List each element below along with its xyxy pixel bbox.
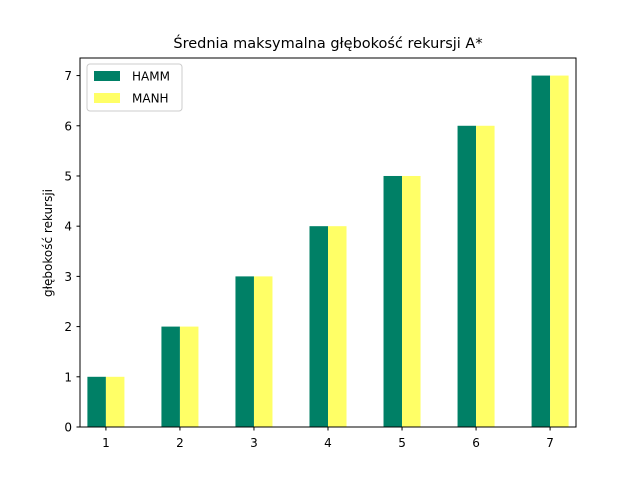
bar-hamm-1: [87, 376, 106, 427]
y-tick-label: 5: [64, 169, 72, 183]
bar-manh-2: [179, 326, 199, 427]
plot-frame: [79, 57, 577, 428]
bar-hamm-5: [383, 175, 403, 427]
bar-hamm-4: [309, 226, 328, 427]
x-tick-label: 4: [324, 436, 332, 450]
bar-hamm-7: [531, 75, 551, 428]
x-axis-ticks: 1 2 3 4 5 6 7: [102, 427, 554, 450]
x-tick-label: 6: [472, 436, 480, 450]
x-tick-label: 7: [546, 436, 554, 450]
y-tick-label: 2: [64, 320, 72, 334]
x-tick-label: 2: [176, 436, 184, 450]
legend-label-hamm: HAMM: [132, 70, 170, 84]
bar-manh-1: [105, 376, 125, 427]
chart-title: Średnia maksymalna głębokość rekursji A*: [173, 34, 482, 52]
x-tick-label: 1: [102, 436, 110, 450]
y-tick-label: 7: [64, 69, 72, 83]
y-tick-label: 0: [64, 421, 72, 435]
bars-layer: [87, 75, 569, 428]
bar-manh-6: [476, 125, 495, 427]
bar-manh-4: [328, 226, 347, 427]
bar-manh-5: [402, 175, 421, 427]
y-axis-label: głębokość rekursji: [41, 189, 55, 297]
bar-hamm-2: [161, 326, 180, 427]
bar-manh-7: [550, 75, 569, 428]
y-tick-label: 6: [64, 119, 72, 133]
bar-manh-3: [253, 276, 273, 427]
bar-hamm-6: [457, 125, 477, 427]
legend-label-manh: MANH: [132, 92, 169, 106]
legend: HAMM MANH: [86, 63, 183, 112]
y-tick-label: 3: [64, 270, 72, 284]
x-tick-label: 5: [398, 436, 406, 450]
y-tick-label: 1: [64, 370, 72, 384]
y-tick-label: 4: [64, 220, 72, 234]
y-axis-ticks: 0 1 2 3 4 5 6 7: [64, 69, 80, 435]
bar-hamm-3: [235, 276, 254, 427]
legend-swatch-hamm: [94, 71, 120, 81]
legend-swatch-manh: [94, 93, 120, 103]
x-tick-label: 3: [250, 436, 258, 450]
